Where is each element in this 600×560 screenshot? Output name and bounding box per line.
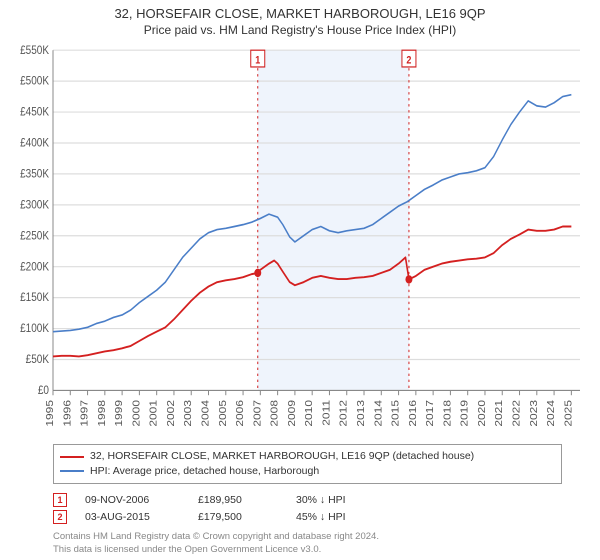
svg-text:2004: 2004	[200, 400, 211, 427]
attribution-line-2: This data is licensed under the Open Gov…	[53, 544, 562, 556]
svg-text:2003: 2003	[183, 400, 194, 427]
legend-item: 32, HORSEFAIR CLOSE, MARKET HARBOROUGH, …	[60, 449, 555, 464]
svg-text:£550K: £550K	[20, 44, 49, 57]
attribution: Contains HM Land Registry data © Crown c…	[53, 531, 562, 556]
svg-text:£350K: £350K	[20, 168, 49, 181]
legend-swatch-hpi	[60, 470, 84, 472]
svg-text:£50K: £50K	[26, 353, 50, 366]
sale-row: 2 03-AUG-2015 £179,500 45% ↓ HPI	[53, 509, 562, 526]
svg-text:1996: 1996	[62, 400, 73, 427]
chart-area: £0 £50K £100K £150K £200K £250K £300K £350K £400…	[8, 43, 592, 438]
svg-text:2002: 2002	[166, 400, 177, 427]
svg-text:£250K: £250K	[20, 230, 49, 243]
svg-text:2001: 2001	[149, 400, 160, 427]
svg-text:2023: 2023	[529, 400, 540, 427]
svg-text:2011: 2011	[321, 400, 332, 426]
sale-marker-1: 1	[53, 493, 67, 507]
sale-date: 09-NOV-2006	[85, 492, 180, 509]
legend-label-hpi: HPI: Average price, detached house, Harb…	[90, 464, 319, 479]
svg-text:2018: 2018	[442, 400, 453, 427]
svg-text:2013: 2013	[356, 400, 367, 427]
svg-text:1995: 1995	[45, 400, 56, 427]
svg-text:2007: 2007	[252, 400, 263, 427]
svg-text:£300K: £300K	[20, 199, 49, 212]
svg-text:1999: 1999	[114, 400, 125, 427]
svg-text:2020: 2020	[477, 400, 488, 427]
svg-text:£400K: £400K	[20, 137, 49, 150]
svg-text:2025: 2025	[563, 400, 574, 427]
legend: 32, HORSEFAIR CLOSE, MARKET HARBOROUGH, …	[53, 444, 562, 483]
svg-text:£450K: £450K	[20, 106, 49, 119]
svg-text:£100K: £100K	[20, 322, 49, 335]
svg-text:2006: 2006	[235, 400, 246, 427]
svg-text:2019: 2019	[460, 400, 471, 427]
svg-text:£500K: £500K	[20, 75, 49, 88]
chart-title-address: 32, HORSEFAIR CLOSE, MARKET HARBOROUGH, …	[8, 6, 592, 21]
svg-text:1: 1	[255, 55, 260, 67]
svg-text:2008: 2008	[269, 400, 280, 427]
svg-text:2022: 2022	[511, 400, 522, 427]
sale-marker-2: 2	[53, 510, 67, 524]
svg-text:2000: 2000	[131, 400, 142, 427]
line-chart: £0 £50K £100K £150K £200K £250K £300K £350K £400…	[8, 43, 592, 438]
svg-text:1998: 1998	[97, 400, 108, 427]
svg-text:2014: 2014	[373, 400, 384, 427]
svg-text:2021: 2021	[494, 400, 505, 427]
legend-label-property: 32, HORSEFAIR CLOSE, MARKET HARBOROUGH, …	[90, 449, 474, 464]
sale-hpi-diff: 30% ↓ HPI	[296, 492, 396, 509]
svg-text:2: 2	[406, 55, 411, 67]
sale-date: 03-AUG-2015	[85, 509, 180, 526]
sale-row: 1 09-NOV-2006 £189,950 30% ↓ HPI	[53, 492, 562, 509]
svg-text:2016: 2016	[408, 400, 419, 427]
svg-text:2015: 2015	[390, 400, 401, 427]
sale-price: £179,500	[198, 509, 278, 526]
svg-text:2009: 2009	[287, 400, 298, 427]
svg-text:2010: 2010	[304, 400, 315, 427]
svg-text:2012: 2012	[339, 400, 350, 427]
svg-text:£200K: £200K	[20, 261, 49, 274]
sales-table: 1 09-NOV-2006 £189,950 30% ↓ HPI 2 03-AU…	[53, 492, 562, 526]
svg-text:£0: £0	[38, 384, 49, 397]
svg-text:£150K: £150K	[20, 291, 49, 304]
legend-swatch-property	[60, 456, 84, 458]
svg-text:2017: 2017	[425, 400, 436, 427]
svg-text:1997: 1997	[79, 400, 90, 427]
svg-text:2024: 2024	[546, 400, 557, 427]
page-root: 32, HORSEFAIR CLOSE, MARKET HARBOROUGH, …	[0, 0, 600, 560]
chart-subtitle: Price paid vs. HM Land Registry's House …	[8, 23, 592, 37]
svg-text:2005: 2005	[218, 400, 229, 427]
legend-item: HPI: Average price, detached house, Harb…	[60, 464, 555, 479]
attribution-line-1: Contains HM Land Registry data © Crown c…	[53, 531, 562, 543]
sale-price: £189,950	[198, 492, 278, 509]
sale-hpi-diff: 45% ↓ HPI	[296, 509, 396, 526]
